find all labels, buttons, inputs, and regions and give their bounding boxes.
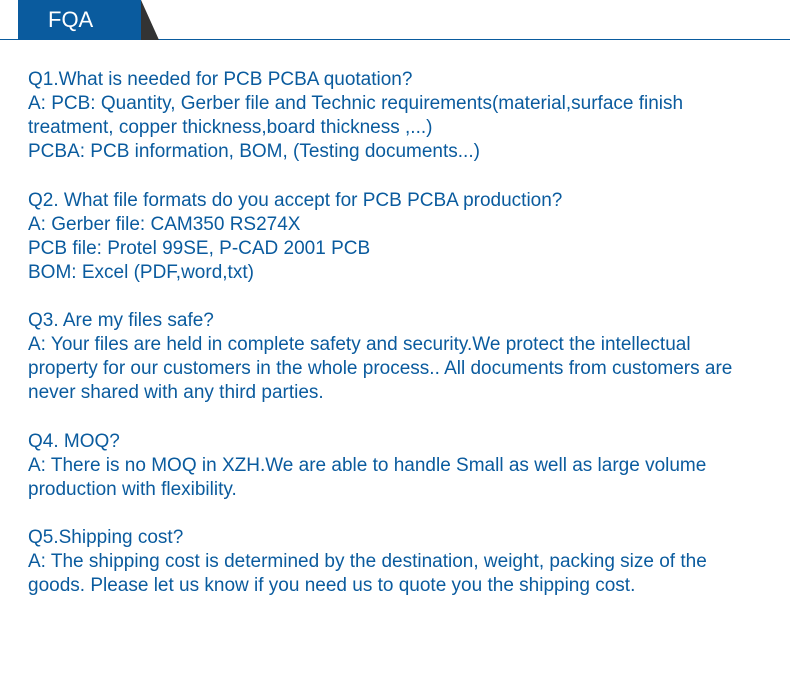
- faq-item: Q5.Shipping cost? A: The shipping cost i…: [28, 526, 762, 598]
- header-bar: FQA: [0, 0, 790, 40]
- faq-item: Q3. Are my files safe? A: Your files are…: [28, 309, 762, 406]
- tab-label: FQA: [48, 7, 93, 33]
- page-container: FQA Q1.What is needed for PCB PCBA quota…: [0, 0, 790, 682]
- faq-question: Q1.What is needed for PCB PCBA quotation…: [28, 68, 762, 92]
- faq-question: Q5.Shipping cost?: [28, 526, 762, 550]
- faq-question: Q2. What file formats do you accept for …: [28, 189, 762, 213]
- faq-item: Q1.What is needed for PCB PCBA quotation…: [28, 68, 762, 165]
- faq-answer: A: The shipping cost is determined by th…: [28, 550, 762, 598]
- tab-corner-decoration: [141, 0, 159, 40]
- faq-answer: A: There is no MOQ in XZH.We are able to…: [28, 454, 762, 502]
- section-tab: FQA: [18, 0, 141, 40]
- faq-item: Q4. MOQ? A: There is no MOQ in XZH.We ar…: [28, 430, 762, 502]
- faq-answer: A: PCB: Quantity, Gerber file and Techni…: [28, 92, 762, 164]
- faq-item: Q2. What file formats do you accept for …: [28, 189, 762, 286]
- faq-question: Q4. MOQ?: [28, 430, 762, 454]
- faq-answer: A: Gerber file: CAM350 RS274XPCB file: P…: [28, 213, 762, 285]
- faq-question: Q3. Are my files safe?: [28, 309, 762, 333]
- faq-answer: A: Your files are held in complete safet…: [28, 333, 762, 405]
- faq-content: Q1.What is needed for PCB PCBA quotation…: [0, 40, 790, 598]
